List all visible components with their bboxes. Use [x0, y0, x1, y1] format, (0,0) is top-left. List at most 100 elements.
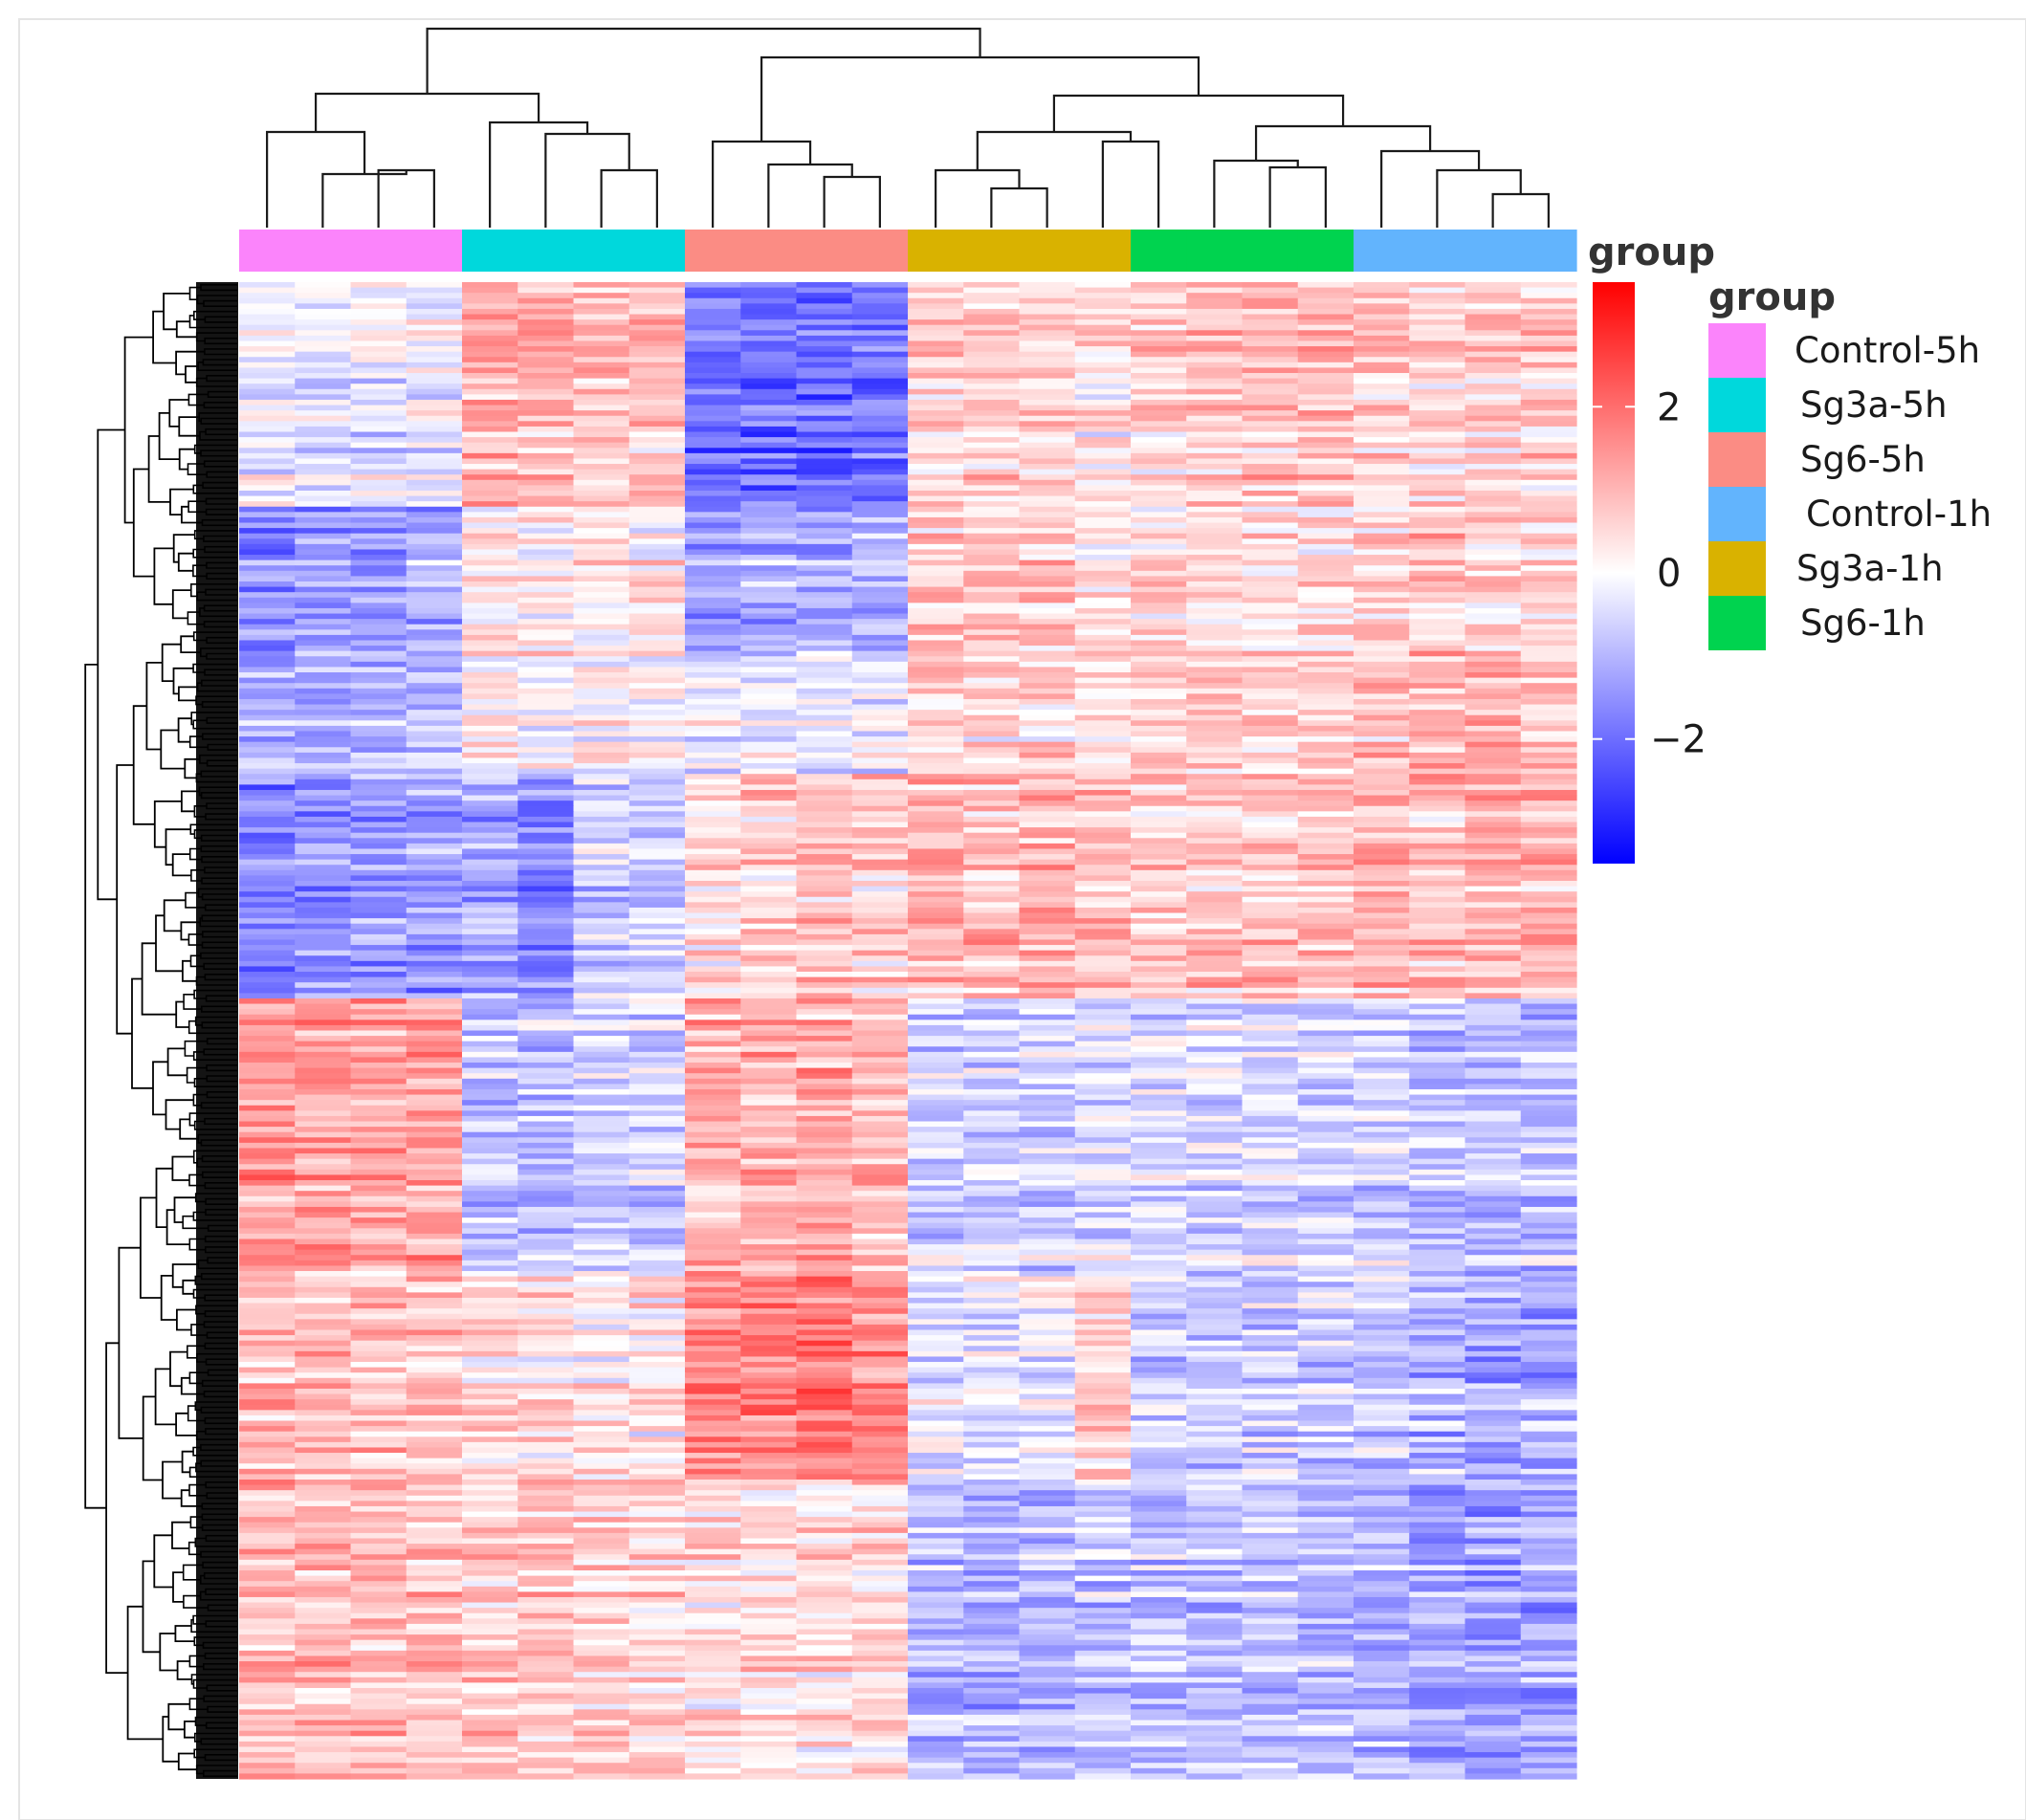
heatmap-cell [573, 693, 630, 700]
heatmap-cell [1520, 1158, 1577, 1165]
heatmap-cell [685, 1233, 741, 1240]
heatmap-cell [1464, 1195, 1522, 1202]
heatmap-cell [796, 597, 853, 603]
heatmap-cell [963, 1297, 1021, 1305]
heatmap-cell [1019, 506, 1076, 513]
heatmap-cell [1019, 1212, 1076, 1218]
heatmap-cell [685, 1100, 741, 1107]
heatmap-cell [796, 394, 853, 401]
heatmap-cell [796, 522, 853, 529]
heatmap-cell [1464, 512, 1522, 518]
heatmap-cell [908, 1201, 964, 1208]
heatmap-cell [796, 1110, 853, 1117]
heatmap-cell [295, 1105, 352, 1111]
heatmap-cell [740, 1078, 798, 1085]
heatmap-cell [350, 346, 407, 353]
heatmap-cell [796, 533, 853, 539]
heatmap-cell [295, 1142, 352, 1150]
annotation-cell [685, 230, 741, 272]
heatmap-cell [1186, 1297, 1244, 1305]
heatmap-cell [963, 1292, 1021, 1299]
heatmap-cell [295, 1051, 352, 1059]
heatmap-cell [740, 448, 798, 454]
heatmap-cell [908, 693, 964, 700]
heatmap-cell [851, 731, 909, 737]
heatmap-cell [1131, 421, 1187, 428]
heatmap-cell [1409, 976, 1466, 983]
heatmap-cell [851, 335, 909, 342]
heatmap-cell [740, 607, 798, 615]
heatmap-cell [1074, 822, 1132, 828]
heatmap-cell [1520, 1286, 1577, 1293]
heatmap-cell [462, 677, 518, 684]
heatmap-cell [1019, 752, 1076, 759]
heatmap-cell [1354, 1036, 1410, 1042]
heatmap-cell [573, 592, 630, 599]
heatmap-cell [1297, 805, 1354, 812]
heatmap-cell [1409, 1276, 1466, 1283]
heatmap-cell [239, 1121, 296, 1128]
heatmap-cell [1520, 346, 1577, 353]
heatmap-cell [1131, 683, 1187, 690]
heatmap-cell [350, 950, 407, 956]
heatmap-cell [239, 955, 296, 962]
heatmap-cell [1019, 1115, 1076, 1123]
heatmap-cell [1019, 1303, 1076, 1309]
heatmap-cell [740, 1014, 798, 1020]
heatmap-cell [1409, 346, 1466, 353]
heatmap-cell [239, 805, 296, 812]
heatmap-cell [1131, 950, 1187, 956]
heatmap-cell [851, 1036, 909, 1042]
heatmap-cell [908, 827, 964, 834]
heatmap-cell [628, 731, 686, 737]
heatmap-cell [1297, 1110, 1354, 1117]
heatmap-cell [1297, 357, 1354, 363]
heatmap-cell [462, 373, 518, 380]
heatmap-cell [1242, 1212, 1299, 1218]
heatmap-cell [796, 415, 853, 422]
heatmap-cell [1297, 308, 1354, 316]
heatmap-cell [740, 1063, 798, 1069]
heatmap-cell [685, 848, 741, 855]
heatmap-cell [685, 1121, 741, 1128]
heatmap-cell [1131, 512, 1187, 518]
heatmap-cell [239, 667, 296, 673]
heatmap-cell [406, 555, 463, 561]
heatmap-cell [796, 869, 853, 877]
heatmap-cell [1186, 918, 1244, 925]
heatmap-cell [1074, 335, 1132, 342]
heatmap-cell [628, 452, 686, 460]
heatmap-cell [685, 667, 741, 673]
heatmap-cell [1186, 373, 1244, 380]
heatmap-cell [573, 1030, 630, 1037]
heatmap-cell [1464, 789, 1522, 797]
heatmap-cell [1297, 710, 1354, 716]
heatmap-cell [1019, 683, 1076, 690]
heatmap-cell [908, 303, 964, 310]
heatmap-cell [908, 559, 964, 566]
heatmap-cell [1297, 442, 1354, 449]
heatmap-cell [350, 1319, 407, 1326]
heatmap-cell [851, 1057, 909, 1063]
heatmap-cell [239, 848, 296, 855]
dendrogram-link [426, 27, 981, 94]
heatmap-cell [796, 998, 853, 1005]
heatmap-cell [518, 303, 575, 310]
heatmap-cell [628, 929, 686, 935]
heatmap-cell [685, 1110, 741, 1117]
heatmap-cell [740, 474, 798, 481]
heatmap-cell [239, 431, 296, 438]
heatmap-cell [1131, 1041, 1187, 1047]
heatmap-cell [573, 688, 630, 694]
heatmap-cell [963, 811, 1021, 818]
heatmap-cell [908, 448, 964, 454]
heatmap-cell [1074, 1212, 1132, 1218]
heatmap-cell [1354, 634, 1410, 642]
heatmap-cell [1074, 479, 1132, 486]
heatmap-cell [740, 314, 798, 320]
heatmap-cell [350, 854, 407, 861]
heatmap-cell [462, 805, 518, 812]
heatmap-cell [1019, 528, 1076, 535]
heatmap-cell [740, 1286, 798, 1293]
heatmap-cell [796, 501, 853, 508]
